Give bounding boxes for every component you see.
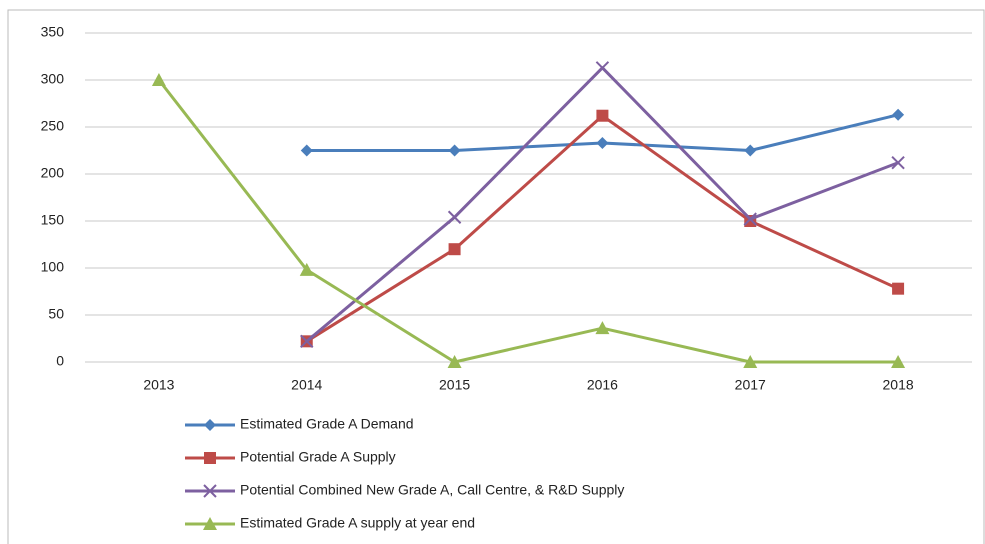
marker [892,108,905,121]
x-tick-label: 2018 [883,377,914,393]
marker [744,144,757,157]
marker [299,262,314,276]
y-tick-label: 0 [56,353,64,369]
marker [448,144,461,157]
marker [447,355,462,368]
legend-marker [203,484,217,498]
marker [891,156,905,170]
legend-label: Estimated Grade A supply at year end [240,515,475,531]
marker [448,243,461,256]
marker [300,144,313,157]
y-tick-label: 200 [41,165,65,181]
legend-marker [204,419,216,431]
series-line [305,66,899,343]
legend-marker [203,517,217,530]
y-tick-label: 300 [41,71,65,87]
legend-label: Potential Grade A Supply [240,449,396,465]
marker [595,321,610,335]
chart-border [7,9,985,544]
x-tick-label: 2017 [735,377,766,393]
y-tick-label: 100 [41,259,65,275]
marker [743,212,757,226]
marker [596,109,609,122]
marker [447,210,462,224]
marker [596,136,609,149]
x-tick-label: 2013 [143,377,174,393]
marker [891,355,906,368]
y-tick-label: 350 [41,24,65,40]
marker [743,355,758,368]
legend-label: Estimated Grade A Demand [240,416,414,432]
y-tick-label: 150 [41,212,65,228]
x-tick-label: 2015 [439,377,470,393]
marker [595,61,610,75]
marker [151,73,166,86]
marker [892,282,905,295]
x-tick-label: 2016 [587,377,618,393]
legend-label: Potential Combined New Grade A, Call Cen… [240,482,624,498]
y-tick-label: 50 [48,306,64,322]
series-line [157,79,899,364]
marker [300,334,314,349]
x-tick-label: 2014 [291,377,322,393]
legend-marker [204,452,216,464]
y-tick-label: 250 [41,118,65,134]
